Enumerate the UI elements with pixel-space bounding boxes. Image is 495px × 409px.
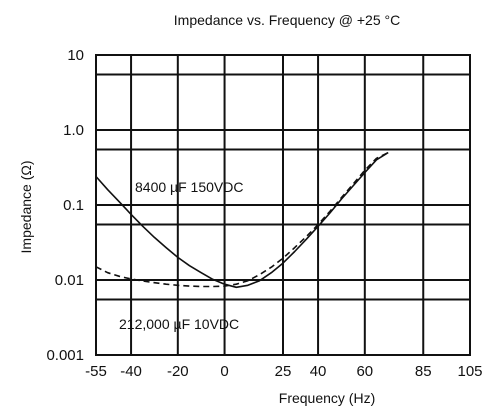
y-tick-label: 0.1 [63,197,84,214]
annotation-212000uf: 212,000 µF 10VDC [119,316,239,332]
grid [95,54,471,356]
tick-labels: -55 -40 -20 0 25 40 60 85 105 0.001 0.01 0.1 1.0 10 [46,47,482,380]
x-tick-label: 85 [415,363,432,380]
x-tick-label: 25 [275,363,292,380]
series-lines [95,151,389,289]
x-axis-label: Frequency (Hz) [279,390,375,406]
y-tick-label: 0.001 [46,347,84,364]
series-line-212000uf [95,151,389,288]
x-tick-label: -40 [120,363,142,380]
y-axis-label: Impedance (Ω) [18,161,34,254]
y-tick-label: 0.01 [55,272,84,289]
y-tick-label: 1.0 [63,122,84,139]
x-tick-label: -55 [85,363,107,380]
x-tick-label: -20 [167,363,189,380]
series-line-8400uf [95,151,389,289]
chart-title: Impedance vs. Frequency @ +25 °C [174,12,400,28]
y-tick-label: 10 [67,47,84,64]
annotation-8400uf: 8400 µF 150VDC [135,179,243,195]
x-tick-label: 105 [457,363,482,380]
x-tick-label: 0 [220,363,228,380]
x-tick-label: 40 [310,363,327,380]
x-tick-label: 60 [356,363,373,380]
